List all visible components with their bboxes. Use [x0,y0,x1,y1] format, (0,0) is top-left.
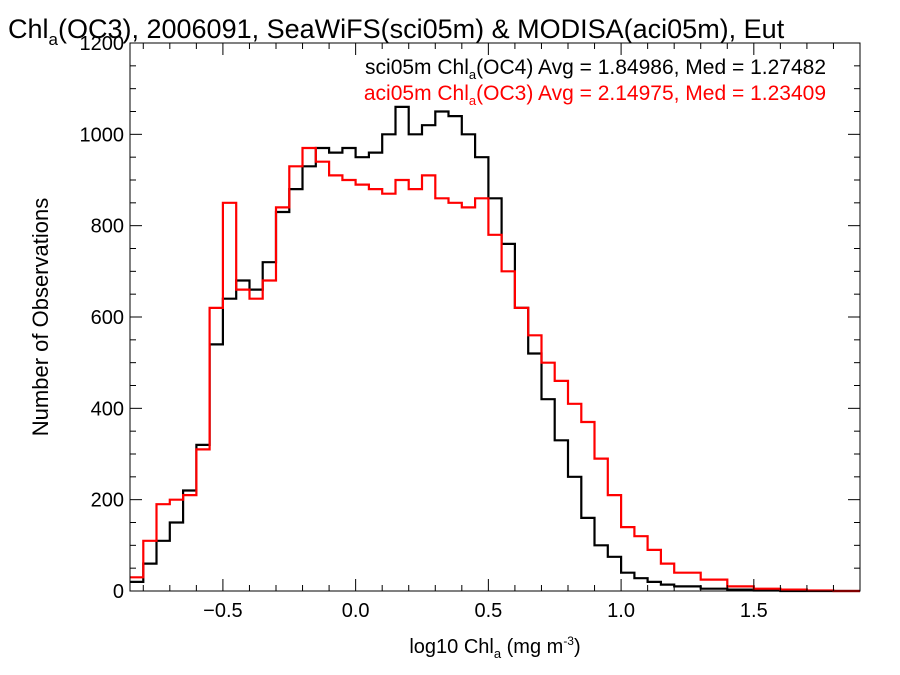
chart-title-pre: Chl [8,14,49,44]
y-tick-label: 1000 [80,124,125,146]
y-tick-label: 200 [91,490,124,512]
x-tick-label: 0.5 [474,600,502,622]
chart-title: Chla(OC3), 2006091, SeaWiFS(sci05m) & MO… [8,14,785,49]
legend-entry-sci05m-post: (OC4) Avg = 1.84986, Med = 1.27482 [476,56,826,79]
legend-entry-aci05m-sub: a [469,93,477,108]
x-tick-label: 1.0 [607,600,635,622]
legend-entry-sci05m: sci05m Chla(OC4) Avg = 1.84986, Med = 1.… [365,56,826,82]
y-axis-label: Number of Observations [28,198,53,436]
x-axis-label-sub: a [494,646,502,661]
series-line-sci05m [130,105,860,593]
legend-entry-sci05m-sub: a [469,67,477,82]
chart-title-post: (OC3), 2006091, SeaWiFS(sci05m) & MODISA… [58,14,785,44]
x-axis-label-pre: log10 Chl [409,636,494,658]
y-tick-label: 400 [91,398,124,420]
x-axis-label-post: ) [574,636,581,658]
legend-entry-aci05m: aci05m Chla(OC3) Avg = 2.14975, Med = 1.… [364,82,826,108]
legend: sci05m Chla(OC4) Avg = 1.84986, Med = 1.… [364,56,826,108]
chart-title-sub: a [49,30,59,49]
x-axis-label: log10 Chla (mg m-3) [409,634,580,661]
legend-entry-aci05m-post: (OC3) Avg = 2.14975, Med = 1.23409 [476,82,826,105]
x-tick-label: 0.0 [342,600,370,622]
series-line-aci05m [130,146,860,593]
x-axis-label-mid: (mg m [501,636,563,658]
legend-entry-aci05m-pre: aci05m Chl [364,82,469,105]
x-axis-label-sup: -3 [563,634,574,648]
x-tick-label: 1.5 [740,600,768,622]
legend-entry-sci05m-pre: sci05m Chl [365,56,469,79]
axis-ticks: −0.5 0.0 0.5 1.0 1.5 0 200 400 600 800 1000 1200 [80,33,861,622]
x-tick-label: −0.5 [203,600,242,622]
y-tick-label: 1200 [80,33,125,55]
y-tick-label: 800 [91,216,124,238]
plot-area-frame [129,42,861,592]
y-tick-label: 600 [91,307,124,329]
y-tick-label: 0 [113,581,124,603]
